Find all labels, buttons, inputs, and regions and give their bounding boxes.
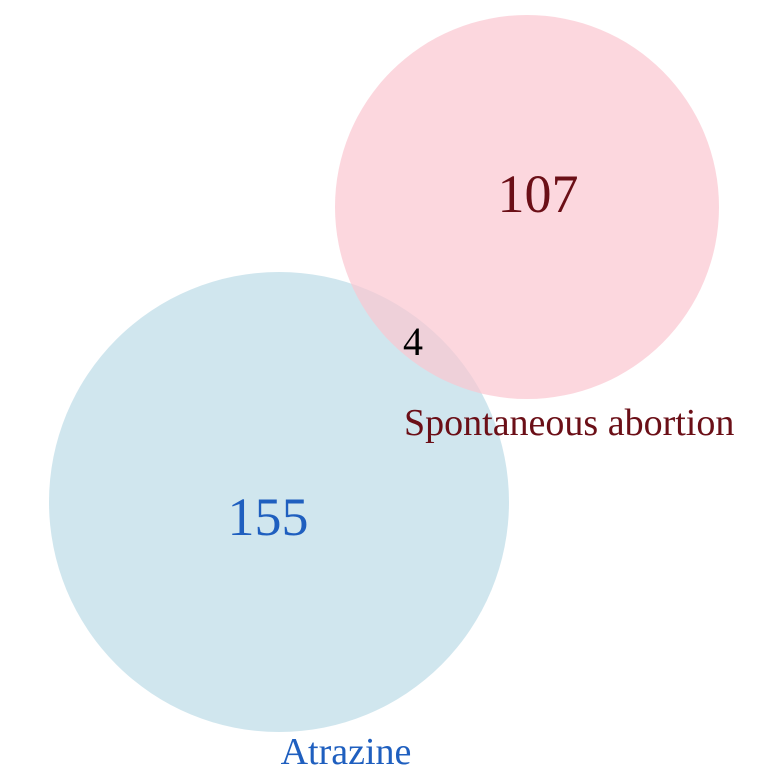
intersection-count: 4	[403, 319, 423, 364]
spontaneous-abortion-label: Spontaneous abortion	[404, 402, 734, 444]
atrazine-count: 155	[228, 487, 309, 547]
atrazine-label: Atrazine	[281, 731, 412, 768]
spontaneous-abortion-circle	[335, 15, 719, 399]
spontaneous-abortion-count: 107	[498, 164, 579, 224]
atrazine-circle	[49, 272, 509, 732]
